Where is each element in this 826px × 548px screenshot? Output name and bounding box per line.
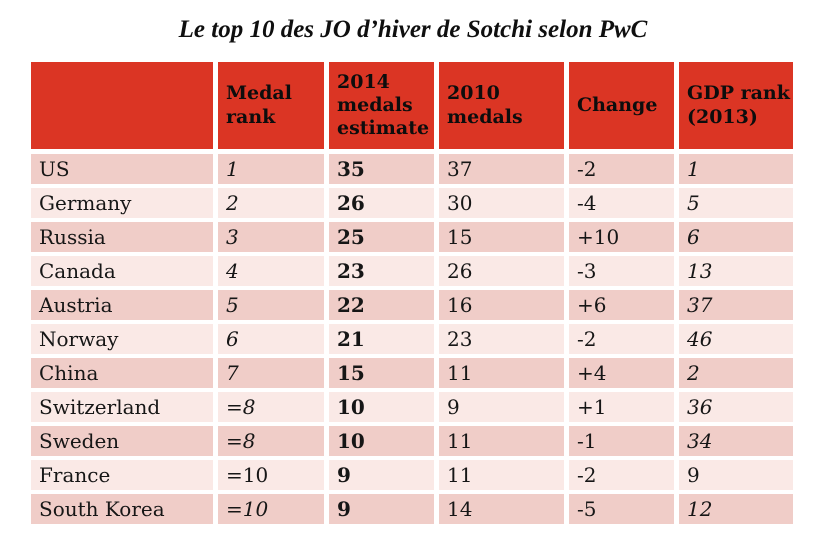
cell-medals-2010: 26: [439, 256, 564, 286]
cell-country: Sweden: [31, 426, 213, 456]
cell-medals-2010: 9: [439, 392, 564, 422]
cell-medals-2014: 22: [329, 290, 434, 320]
cell-change: -1: [569, 426, 674, 456]
table-body: US 1 35 37 -2 1 Germany 2 26 30 -4 5 Russia 3 25 15 +10 6…: [31, 154, 793, 524]
cell-change: +4: [569, 358, 674, 388]
cell-country: US: [31, 154, 213, 184]
cell-gdp-rank: 5: [679, 188, 793, 218]
table-row: Canada 4 23 26 -3 13: [31, 256, 793, 286]
cell-country: South Korea: [31, 494, 213, 524]
cell-medal-rank: =8: [218, 426, 324, 456]
table-row: Switzerland =8 10 9 +1 36: [31, 392, 793, 422]
table-row: Germany 2 26 30 -4 5: [31, 188, 793, 218]
cell-change: +1: [569, 392, 674, 422]
cell-country: Norway: [31, 324, 213, 354]
cell-medals-2014: 21: [329, 324, 434, 354]
cell-medal-rank: 2: [218, 188, 324, 218]
cell-country: China: [31, 358, 213, 388]
cell-change: +10: [569, 222, 674, 252]
table-row: China 7 15 11 +4 2: [31, 358, 793, 388]
cell-change: -2: [569, 154, 674, 184]
cell-change: -2: [569, 324, 674, 354]
cell-gdp-rank: 6: [679, 222, 793, 252]
cell-medal-rank: =10: [218, 460, 324, 490]
cell-change: -3: [569, 256, 674, 286]
cell-gdp-rank: 12: [679, 494, 793, 524]
cell-medals-2010: 11: [439, 460, 564, 490]
cell-medals-2010: 30: [439, 188, 564, 218]
cell-medals-2010: 14: [439, 494, 564, 524]
cell-country: Canada: [31, 256, 213, 286]
cell-medal-rank: 1: [218, 154, 324, 184]
table-row: Norway 6 21 23 -2 46: [31, 324, 793, 354]
cell-medals-2014: 15: [329, 358, 434, 388]
cell-change: -5: [569, 494, 674, 524]
cell-medals-2014: 25: [329, 222, 434, 252]
table-row: France =10 9 11 -2 9: [31, 460, 793, 490]
cell-medal-rank: 6: [218, 324, 324, 354]
medals-table: Medal rank 2014 medals estimate 2010 med…: [31, 62, 793, 524]
header-cell-gdp-rank: GDP rank (2013): [679, 62, 793, 149]
cell-change: +6: [569, 290, 674, 320]
cell-medals-2014: 9: [329, 460, 434, 490]
table-header: Medal rank 2014 medals estimate 2010 med…: [31, 62, 793, 149]
cell-change: -2: [569, 460, 674, 490]
cell-medals-2014: 9: [329, 494, 434, 524]
header-cell-country: [31, 62, 213, 149]
cell-country: Switzerland: [31, 392, 213, 422]
header-cell-2010-medals: 2010 medals: [439, 62, 564, 149]
cell-medals-2014: 35: [329, 154, 434, 184]
cell-gdp-rank: 36: [679, 392, 793, 422]
cell-change: -4: [569, 188, 674, 218]
table-row: Sweden =8 10 11 -1 34: [31, 426, 793, 456]
cell-country: France: [31, 460, 213, 490]
cell-medal-rank: 3: [218, 222, 324, 252]
cell-medals-2010: 37: [439, 154, 564, 184]
cell-gdp-rank: 13: [679, 256, 793, 286]
cell-medals-2014: 10: [329, 426, 434, 456]
table-row: US 1 35 37 -2 1: [31, 154, 793, 184]
cell-gdp-rank: 1: [679, 154, 793, 184]
cell-gdp-rank: 9: [679, 460, 793, 490]
cell-medals-2014: 10: [329, 392, 434, 422]
cell-medals-2010: 15: [439, 222, 564, 252]
cell-gdp-rank: 46: [679, 324, 793, 354]
table-row: Austria 5 22 16 +6 37: [31, 290, 793, 320]
cell-medal-rank: 7: [218, 358, 324, 388]
cell-gdp-rank: 2: [679, 358, 793, 388]
header-cell-2014-medals-estimate: 2014 medals estimate: [329, 62, 434, 149]
cell-medals-2010: 11: [439, 426, 564, 456]
table-row: Russia 3 25 15 +10 6: [31, 222, 793, 252]
cell-medal-rank: 4: [218, 256, 324, 286]
cell-medal-rank: 5: [218, 290, 324, 320]
cell-gdp-rank: 34: [679, 426, 793, 456]
cell-medal-rank: =8: [218, 392, 324, 422]
cell-country: Russia: [31, 222, 213, 252]
cell-country: Austria: [31, 290, 213, 320]
chart-title: Le top 10 des JO d’hiver de Sotchi selon…: [178, 16, 648, 43]
header-cell-change: Change: [569, 62, 674, 149]
header-cell-medal-rank: Medal rank: [218, 62, 324, 149]
cell-medal-rank: =10: [218, 494, 324, 524]
cell-medals-2014: 26: [329, 188, 434, 218]
cell-country: Germany: [31, 188, 213, 218]
table-row: South Korea =10 9 14 -5 12: [31, 494, 793, 524]
cell-medals-2014: 23: [329, 256, 434, 286]
cell-medals-2010: 11: [439, 358, 564, 388]
cell-medals-2010: 16: [439, 290, 564, 320]
cell-medals-2010: 23: [439, 324, 564, 354]
cell-gdp-rank: 37: [679, 290, 793, 320]
